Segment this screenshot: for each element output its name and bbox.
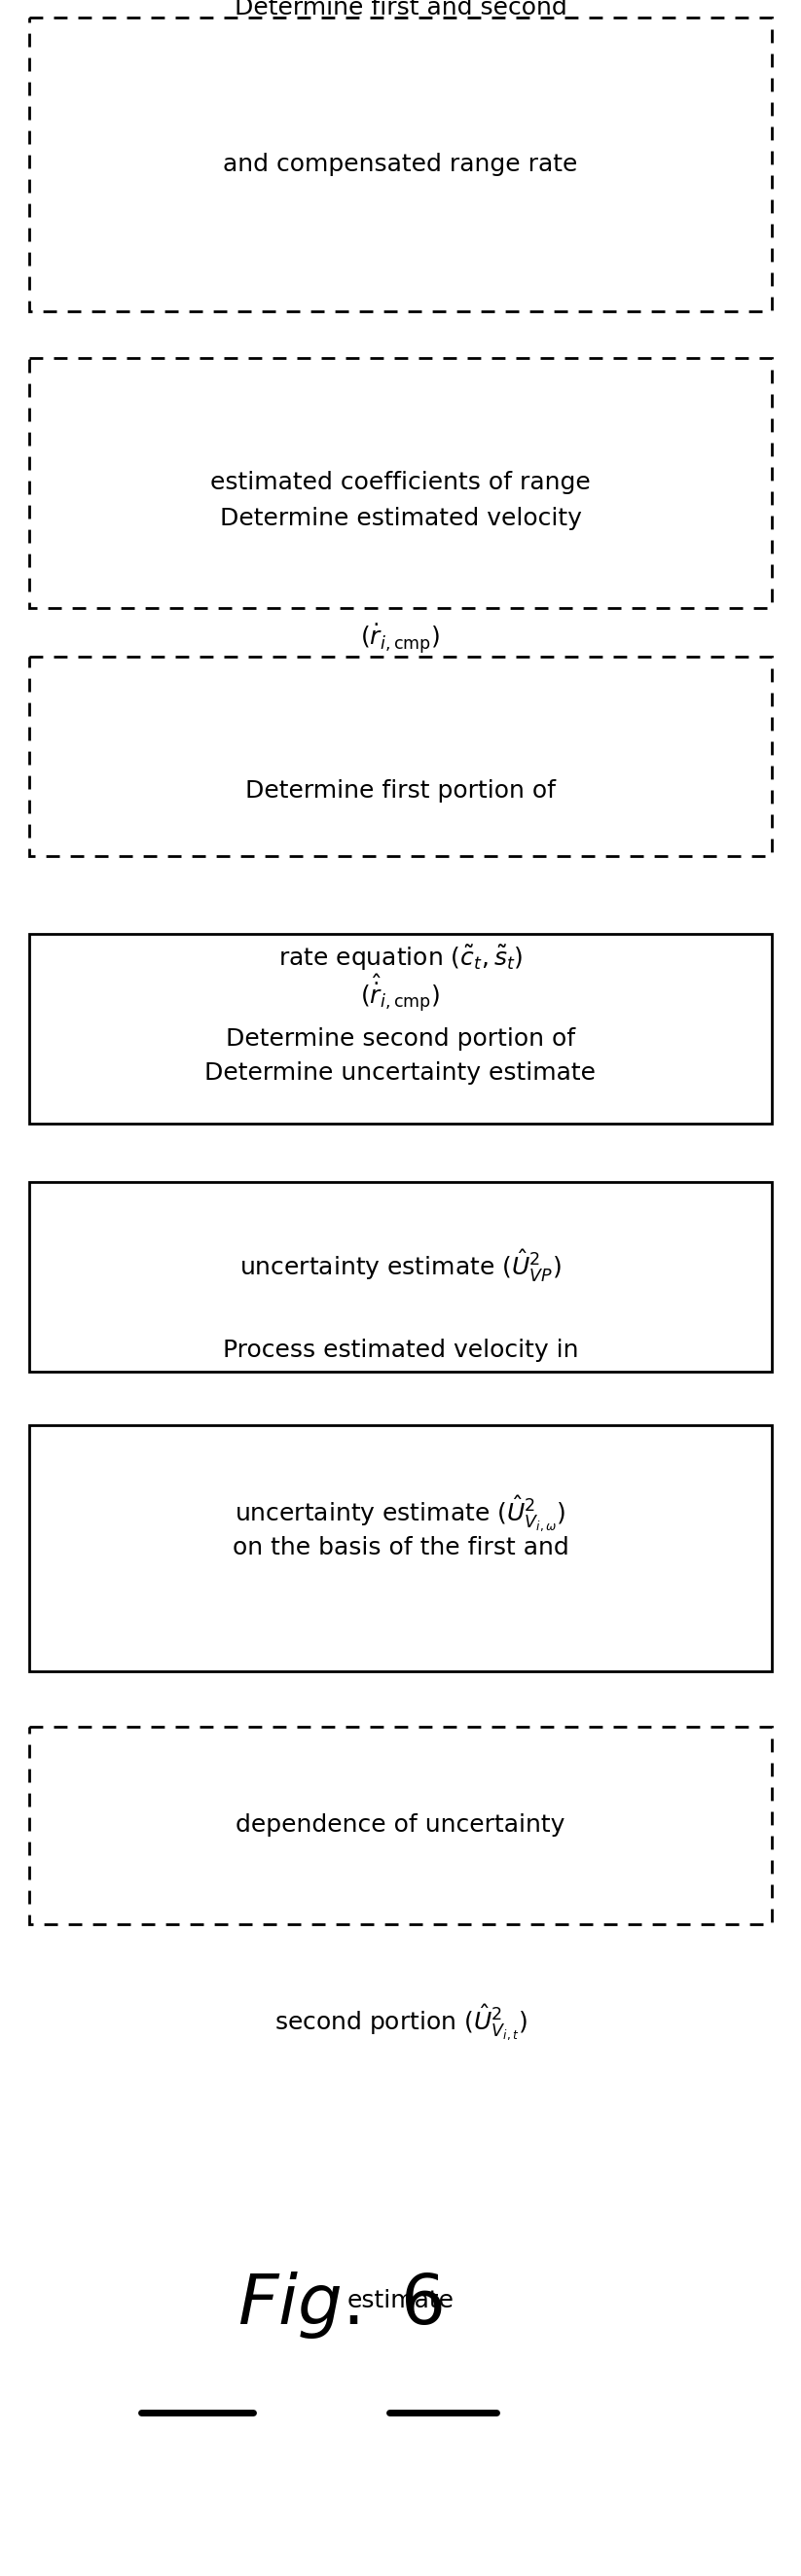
FancyBboxPatch shape xyxy=(29,935,772,1123)
FancyBboxPatch shape xyxy=(29,1425,772,1672)
Text: dependence of uncertainty: dependence of uncertainty xyxy=(235,1814,566,1837)
FancyBboxPatch shape xyxy=(29,1182,772,1370)
Text: second portion ($\hat{U}^2_{V_{i,t}}$): second portion ($\hat{U}^2_{V_{i,t}}$) xyxy=(274,2004,527,2043)
FancyBboxPatch shape xyxy=(29,18,772,312)
Text: ($\dot{r}_{i,\mathrm{cmp}}$): ($\dot{r}_{i,\mathrm{cmp}}$) xyxy=(360,623,441,657)
Text: $\mathit{Fig}$$.\ 6$: $\mathit{Fig}$$.\ 6$ xyxy=(238,2269,444,2342)
Text: Determine estimated velocity: Determine estimated velocity xyxy=(219,507,582,531)
Text: estimated coefficients of range: estimated coefficients of range xyxy=(211,471,590,495)
FancyBboxPatch shape xyxy=(29,1726,772,1924)
Text: uncertainty estimate ($\hat{U}^2_{VP}$): uncertainty estimate ($\hat{U}^2_{VP}$) xyxy=(239,1247,562,1285)
Text: Process estimated velocity in: Process estimated velocity in xyxy=(223,1340,578,1363)
Text: Determine first and second: Determine first and second xyxy=(234,0,567,21)
FancyBboxPatch shape xyxy=(29,657,772,855)
Text: and compensated range rate: and compensated range rate xyxy=(223,152,578,175)
Text: estimate: estimate xyxy=(347,2287,454,2311)
Text: Determine uncertainty estimate: Determine uncertainty estimate xyxy=(205,1061,596,1084)
Text: Determine second portion of: Determine second portion of xyxy=(226,1028,575,1051)
Text: rate equation ($\tilde{c}_t, \tilde{s}_t$): rate equation ($\tilde{c}_t, \tilde{s}_t… xyxy=(278,943,523,971)
Text: ($\hat{\dot{r}}_{i,\mathrm{cmp}}$): ($\hat{\dot{r}}_{i,\mathrm{cmp}}$) xyxy=(360,974,441,1015)
Text: Determine first portion of: Determine first portion of xyxy=(245,781,556,804)
Text: on the basis of the first and: on the basis of the first and xyxy=(232,1535,569,1561)
Text: uncertainty estimate ($\hat{U}^2_{V_{i,\omega}}$): uncertainty estimate ($\hat{U}^2_{V_{i,\… xyxy=(235,1494,566,1535)
FancyBboxPatch shape xyxy=(29,358,772,608)
